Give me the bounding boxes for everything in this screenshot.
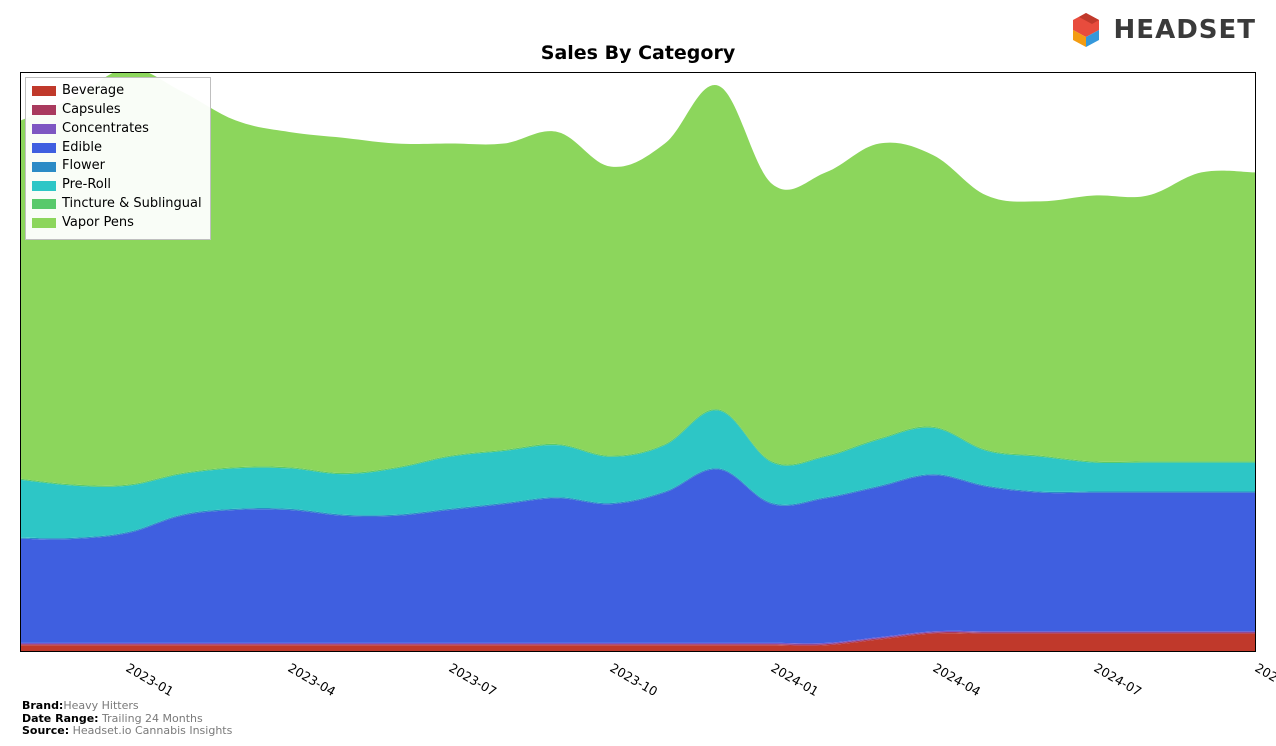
- chart-title: Sales By Category: [0, 42, 1276, 64]
- legend-swatch: [32, 162, 56, 172]
- legend-label: Edible: [62, 139, 102, 158]
- brand-logo-text: HEADSET: [1114, 15, 1256, 45]
- x-tick-label: 2024-10: [1253, 660, 1276, 699]
- legend-label: Concentrates: [62, 120, 149, 139]
- legend-item: Flower: [32, 157, 202, 176]
- x-tick-label: 2023-04: [285, 660, 338, 699]
- x-tick-label: 2024-07: [1091, 660, 1144, 699]
- footer-source: Source: Headset.io Cannabis Insights: [22, 725, 232, 738]
- legend-label: Capsules: [62, 101, 121, 120]
- legend-label: Flower: [62, 157, 105, 176]
- footer-source-prefix: Source:: [22, 724, 69, 737]
- x-axis-labels: 2023-01 2023-04 2023-07 2023-10 2024-01 2024-…: [20, 656, 1256, 706]
- chart-legend: BeverageCapsulesConcentratesEdibleFlower…: [25, 77, 211, 240]
- legend-swatch: [32, 105, 56, 115]
- footer-brand-prefix: Brand:: [22, 699, 63, 712]
- legend-label: Tincture & Sublingual: [62, 195, 202, 214]
- legend-swatch: [32, 218, 56, 228]
- x-tick-label: 2023-01: [124, 660, 177, 699]
- x-tick-label: 2023-10: [608, 660, 661, 699]
- legend-swatch: [32, 181, 56, 191]
- footer-daterange-value: Trailing 24 Months: [99, 712, 203, 725]
- legend-item: Edible: [32, 139, 202, 158]
- legend-item: Concentrates: [32, 120, 202, 139]
- legend-swatch: [32, 124, 56, 134]
- x-tick-label: 2023-07: [446, 660, 499, 699]
- legend-label: Beverage: [62, 82, 124, 101]
- legend-label: Vapor Pens: [62, 214, 134, 233]
- legend-item: Capsules: [32, 101, 202, 120]
- legend-item: Beverage: [32, 82, 202, 101]
- footer-brand-value: Heavy Hitters: [63, 699, 138, 712]
- legend-item: Pre-Roll: [32, 176, 202, 195]
- legend-swatch: [32, 86, 56, 96]
- footer-daterange-prefix: Date Range:: [22, 712, 99, 725]
- chart-footer: Brand:Heavy Hitters Date Range: Trailing…: [22, 700, 232, 738]
- sales-by-category-chart: BeverageCapsulesConcentratesEdibleFlower…: [20, 72, 1256, 652]
- legend-swatch: [32, 143, 56, 153]
- x-tick-label: 2024-04: [930, 660, 983, 699]
- x-tick-label: 2024-01: [769, 660, 822, 699]
- legend-item: Vapor Pens: [32, 214, 202, 233]
- footer-source-value: Headset.io Cannabis Insights: [69, 724, 232, 737]
- legend-swatch: [32, 199, 56, 209]
- legend-label: Pre-Roll: [62, 176, 111, 195]
- legend-item: Tincture & Sublingual: [32, 195, 202, 214]
